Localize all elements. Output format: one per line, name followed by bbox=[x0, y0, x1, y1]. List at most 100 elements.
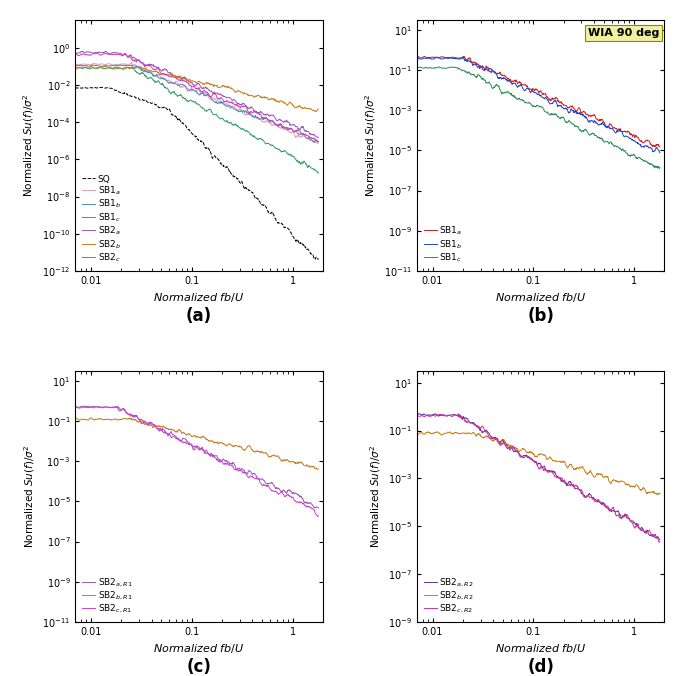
Legend: SB1$_a$, SB1$_b$, SB1$_c$: SB1$_a$, SB1$_b$, SB1$_c$ bbox=[424, 224, 462, 264]
SB2$_{a,R2}$ bbox=[596, 498, 604, 506]
Line: SB1$_a$: SB1$_a$ bbox=[417, 56, 660, 147]
SB2$_{a,R1}$ bbox=[314, 504, 323, 512]
SB2$_{b,R2}$ bbox=[653, 491, 662, 499]
Text: (a): (a) bbox=[186, 307, 212, 325]
SB1$_b$ bbox=[475, 64, 484, 72]
SB2$_{c,R1}$ bbox=[234, 464, 242, 473]
SB1$_b$ bbox=[456, 55, 464, 63]
SB1$_a$ bbox=[651, 143, 659, 151]
SB1$_c$ bbox=[413, 64, 421, 72]
SB2$_{b,R1}$ bbox=[71, 414, 79, 422]
SB1$_c$ bbox=[475, 72, 484, 80]
SB1$_c$ bbox=[556, 114, 564, 122]
X-axis label: Normalized $fb/U$: Normalized $fb/U$ bbox=[153, 642, 245, 655]
SB1$_a$ bbox=[556, 99, 564, 107]
SB2$_{a,R2}$ bbox=[575, 486, 584, 494]
SB2$_{c,R1}$ bbox=[314, 512, 323, 520]
SB2$_{c,R1}$ bbox=[255, 475, 263, 483]
Y-axis label: Normalized $Su(f)/\sigma^2$: Normalized $Su(f)/\sigma^2$ bbox=[22, 445, 37, 548]
SB1$_b$ bbox=[413, 54, 421, 62]
SB2$_{c,R1}$ bbox=[114, 406, 123, 414]
SB2$_{b,R2}$ bbox=[475, 430, 484, 438]
SB2$_{a,R2}$ bbox=[523, 452, 532, 460]
SB1$_c$ bbox=[435, 63, 443, 71]
SB2$_{a,R2}$ bbox=[556, 475, 564, 483]
SB1$_b$ bbox=[459, 53, 467, 61]
Y-axis label: Normalized $Su(f)/\sigma^2$: Normalized $Su(f)/\sigma^2$ bbox=[368, 445, 382, 548]
SB2$_{a,R1}$ bbox=[79, 402, 88, 410]
Line: SB2$_{a,R1}$: SB2$_{a,R1}$ bbox=[75, 406, 319, 508]
SB2$_{b,R1}$ bbox=[182, 431, 190, 439]
Line: SB2$_{a,R2}$: SB2$_{a,R2}$ bbox=[417, 414, 660, 540]
SB1$_a$ bbox=[523, 82, 532, 90]
Legend: SB2$_{a,R1}$, SB2$_{b,R1}$, SB2$_{c,R1}$: SB2$_{a,R1}$, SB2$_{b,R1}$, SB2$_{c,R1}$ bbox=[82, 576, 132, 615]
Line: SB1$_b$: SB1$_b$ bbox=[417, 57, 660, 153]
SB2$_{c,R1}$ bbox=[92, 402, 101, 410]
SB2$_{c,R2}$ bbox=[413, 411, 421, 419]
SB2$_{a,R1}$ bbox=[255, 475, 263, 483]
SB1$_c$ bbox=[656, 164, 664, 172]
SB2$_{b,R2}$ bbox=[432, 428, 440, 436]
SB2$_{b,R1}$ bbox=[134, 418, 142, 427]
SB1$_b$ bbox=[523, 84, 532, 92]
SB2$_{b,R1}$ bbox=[234, 442, 242, 450]
SB2$_{c,R2}$ bbox=[656, 537, 664, 546]
SB1$_a$ bbox=[575, 104, 584, 112]
SB2$_{a,R1}$ bbox=[215, 456, 223, 464]
Line: SB2$_{b,R1}$: SB2$_{b,R1}$ bbox=[75, 418, 319, 469]
SB2$_{c,R1}$ bbox=[215, 458, 223, 466]
SB1$_a$ bbox=[656, 142, 664, 150]
Y-axis label: Normalized $Su(f)/\sigma^2$: Normalized $Su(f)/\sigma^2$ bbox=[22, 94, 36, 197]
Line: SB1$_c$: SB1$_c$ bbox=[417, 67, 660, 168]
SB1$_a$ bbox=[413, 52, 421, 60]
SB2$_{a,R2}$ bbox=[413, 410, 421, 418]
SB1$_a$ bbox=[413, 52, 421, 60]
SB2$_{c,R2}$ bbox=[475, 424, 484, 432]
SB2$_{c,R2}$ bbox=[436, 410, 445, 418]
SB1$_b$ bbox=[596, 120, 604, 128]
SB1$_a$ bbox=[596, 117, 604, 125]
SB2$_{a,R2}$ bbox=[456, 412, 464, 420]
SB2$_{b,R1}$ bbox=[314, 465, 323, 473]
SB2$_{a,R2}$ bbox=[475, 426, 484, 434]
SB2$_{c,R2}$ bbox=[556, 474, 564, 482]
Line: SB2$_{c,R2}$: SB2$_{c,R2}$ bbox=[417, 414, 660, 542]
SB2$_{a,R2}$ bbox=[656, 536, 664, 544]
X-axis label: Normalized $fb/U$: Normalized $fb/U$ bbox=[495, 291, 586, 304]
SB2$_{c,R2}$ bbox=[523, 452, 532, 460]
SB1$_c$ bbox=[596, 135, 604, 143]
SB2$_{b,R2}$ bbox=[523, 448, 532, 456]
Line: SB2$_{b,R2}$: SB2$_{b,R2}$ bbox=[417, 432, 660, 495]
SB1$_c$ bbox=[456, 66, 464, 74]
Legend: SQ, SB1$_a$, SB1$_b$, SB1$_c$, SB2$_a$, SB2$_b$, SB2$_c$: SQ, SB1$_a$, SB1$_b$, SB1$_c$, SB2$_a$, … bbox=[82, 174, 121, 264]
SB2$_{c,R1}$ bbox=[71, 404, 79, 412]
SB1$_c$ bbox=[523, 99, 532, 107]
Text: WIA 90 deg: WIA 90 deg bbox=[588, 28, 660, 38]
SB2$_{c,R1}$ bbox=[134, 414, 142, 422]
SB2$_{c,R2}$ bbox=[575, 486, 584, 494]
SB2$_{b,R1}$ bbox=[255, 448, 263, 456]
SB1$_b$ bbox=[556, 102, 564, 110]
SB2$_{a,R1}$ bbox=[71, 402, 79, 410]
Text: (c): (c) bbox=[187, 658, 212, 676]
SB1$_b$ bbox=[656, 149, 664, 157]
SB2$_{b,R2}$ bbox=[413, 430, 421, 438]
SB2$_{c,R2}$ bbox=[655, 538, 663, 546]
SB2$_{b,R1}$ bbox=[215, 439, 223, 448]
Y-axis label: Normalized $Su(f)/\sigma^2$: Normalized $Su(f)/\sigma^2$ bbox=[364, 94, 378, 197]
SB1$_a$ bbox=[475, 62, 484, 70]
SB1$_a$ bbox=[456, 54, 464, 62]
SB2$_{c,R1}$ bbox=[314, 512, 322, 521]
SB2$_{a,R1}$ bbox=[134, 414, 142, 422]
Text: (b): (b) bbox=[527, 307, 554, 325]
SB2$_{b,R1}$ bbox=[114, 416, 123, 424]
SB2$_{b,R1}$ bbox=[88, 414, 96, 422]
SB1$_b$ bbox=[575, 108, 584, 116]
Legend: SB2$_{a,R2}$, SB2$_{b,R2}$, SB2$_{c,R2}$: SB2$_{a,R2}$, SB2$_{b,R2}$, SB2$_{c,R2}$ bbox=[424, 576, 474, 615]
X-axis label: Normalized $fb/U$: Normalized $fb/U$ bbox=[495, 642, 586, 655]
SB2$_{c,R2}$ bbox=[596, 499, 604, 507]
SB2$_{b,R2}$ bbox=[575, 463, 584, 471]
SB2$_{b,R2}$ bbox=[456, 430, 464, 438]
Line: SB2$_{c,R1}$: SB2$_{c,R1}$ bbox=[75, 406, 319, 516]
SB2$_{b,R1}$ bbox=[314, 465, 322, 473]
